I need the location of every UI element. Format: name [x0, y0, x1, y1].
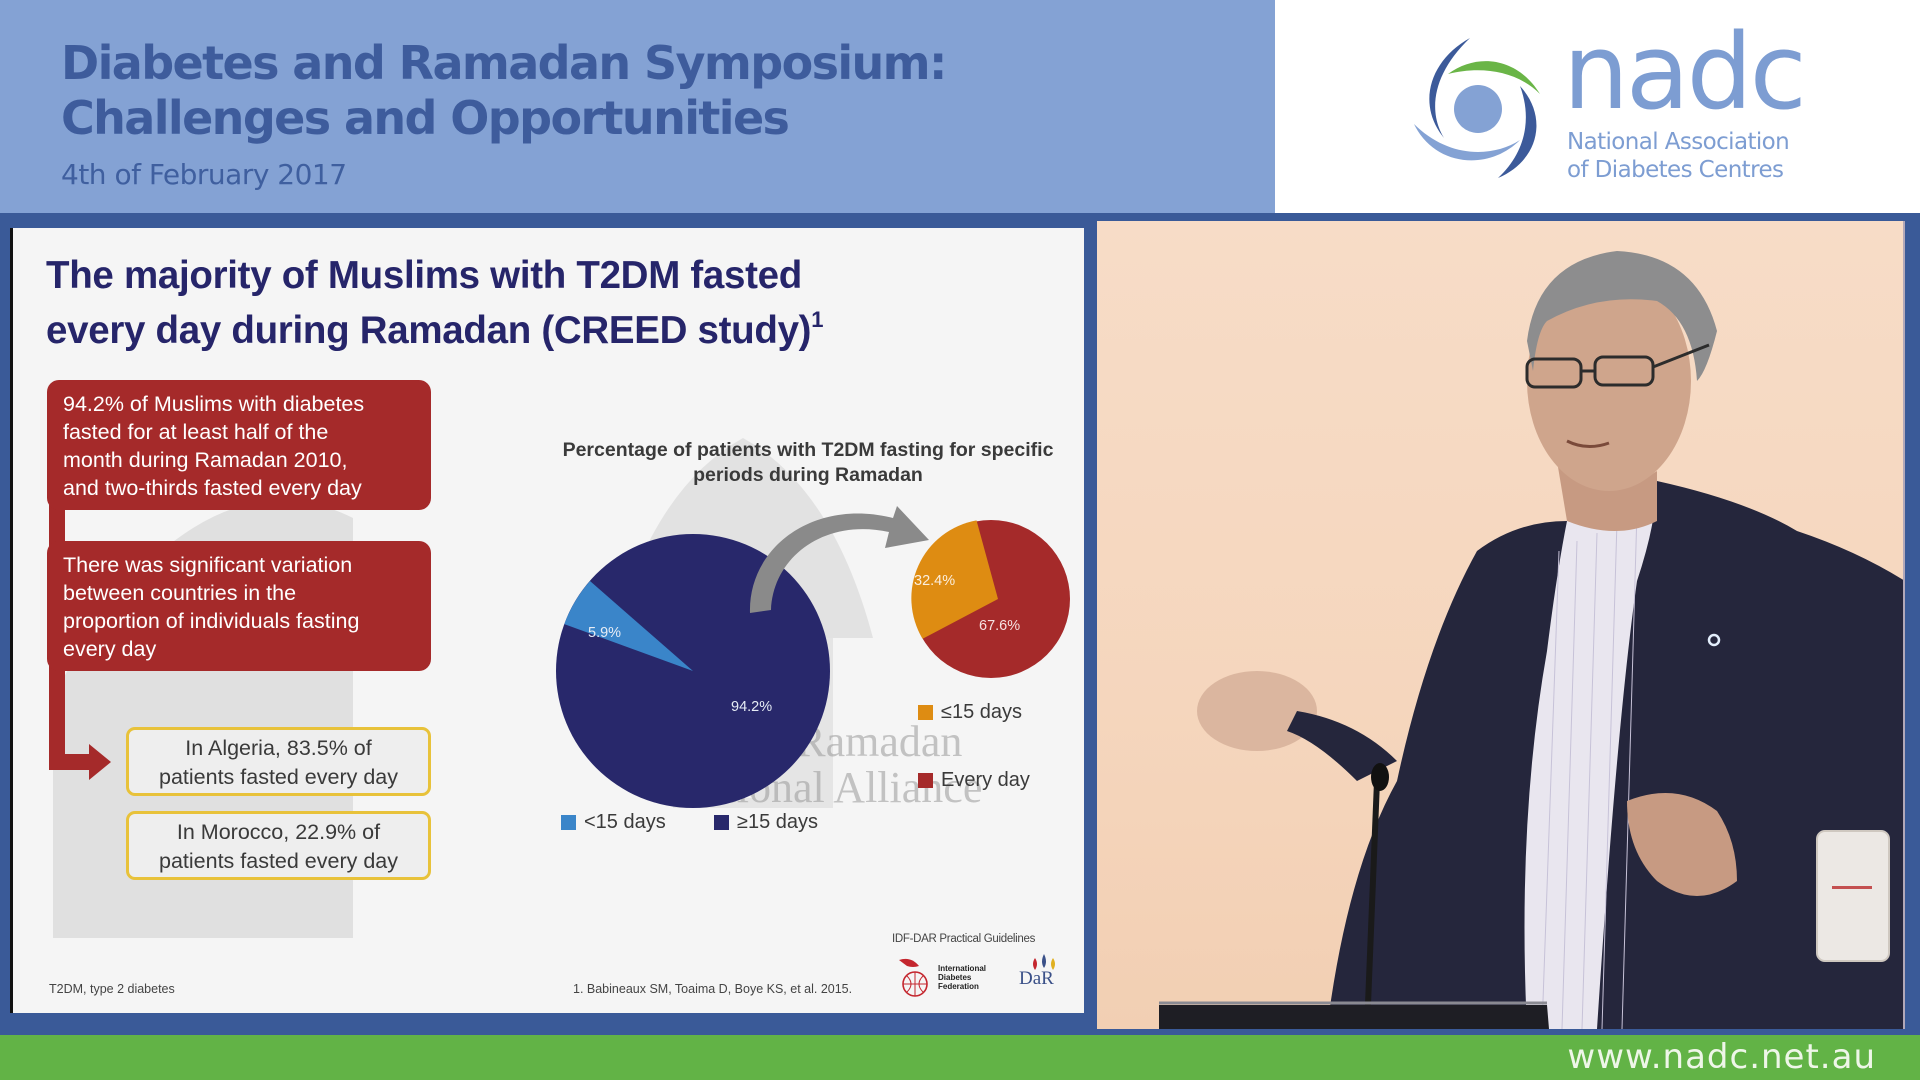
legend-swatch [561, 815, 576, 830]
legend-label: <15 days [584, 811, 666, 833]
slide-title-line2: every day during Ramadan (CREED study)1 [46, 298, 823, 353]
footer-band [0, 1035, 1920, 1080]
idf-logo-text: International Diabetes Federation [938, 964, 986, 991]
slide-footnote: T2DM, type 2 diabetes [49, 982, 175, 996]
legend-under-15-days: <15 days [561, 811, 666, 834]
country-box-line: In Morocco, 22.9% of [176, 820, 381, 844]
legend-swatch [918, 705, 933, 720]
presentation-slide: & Ramadan ational Alliance The majority … [10, 228, 1084, 1013]
legend-15-or-less-days: ≤15 days [918, 701, 1022, 724]
idf-text-line: International [938, 964, 987, 973]
callout-line: between countries in the [63, 581, 297, 605]
speaker-figure-icon [1159, 251, 1903, 1029]
country-box-algeria: In Algeria, 83.5% of patients fasted eve… [126, 727, 431, 796]
country-box-line: patients fasted every day [158, 765, 399, 789]
logo-subtitle-line2: of Diabetes Centres [1567, 157, 1784, 183]
event-title-line2: Challenges and Opportunities [61, 91, 790, 145]
country-box-line: patients fasted every day [158, 849, 399, 873]
logo-subtitle-line1: National Association [1567, 129, 1790, 155]
idf-logo-icon [899, 958, 928, 997]
callout-line: 94.2% of Muslims with diabetes [63, 392, 365, 416]
legend-label: ≥15 days [737, 811, 819, 833]
pie-slice-15-or-less-days [911, 520, 998, 639]
website-url-link[interactable]: www.nadc.net.au [1567, 1037, 1876, 1077]
callout-box-fasting-summary: 94.2% of Muslims with diabetes fasted fo… [47, 380, 431, 510]
nadc-swirl-logo-icon [1414, 38, 1540, 178]
idf-text-line: Federation [938, 982, 979, 991]
flow-arrow-icon [89, 744, 111, 780]
slide-title: The majority of Muslims with T2DM fasted… [46, 254, 823, 353]
event-date: 4th of February 2017 [61, 158, 347, 191]
slide-title-line2-text: every day during Ramadan (CREED study) [46, 309, 812, 352]
logo-subtitle: National Association of Diabetes Centres [1567, 128, 1790, 184]
logo-panel [1275, 0, 1920, 213]
speaker-video-feed [1097, 221, 1905, 1029]
country-box-morocco: In Morocco, 22.9% of patients fasted eve… [126, 811, 431, 880]
callout-line: There was significant variation [63, 553, 353, 577]
pie-main [556, 534, 830, 808]
slide-title-line1: The majority of Muslims with T2DM fasted [46, 254, 802, 297]
callout-line: month during Ramadan 2010, [63, 448, 348, 472]
callout-line: fasted for at least half of the [63, 420, 329, 444]
flow-connector-horizontal [49, 754, 91, 770]
pie-label-94-2: 94.2% [731, 699, 772, 715]
pie-slice-under-15-days [564, 581, 693, 671]
event-title: Diabetes and Ramadan Symposium: Challeng… [61, 36, 947, 146]
legend-label: ≤15 days [941, 701, 1023, 723]
header-band [0, 0, 1275, 213]
dar-logo-drops-icon [1033, 954, 1055, 970]
callout-line: and two-thirds fasted every day [63, 476, 362, 500]
pie-label-67-6: 67.6% [979, 618, 1020, 634]
logo-wordmark: nadc [1563, 11, 1807, 133]
curved-arrow-icon [749, 506, 929, 613]
slide-reference: 1. Babineaux SM, Toaima D, Boye KS, et a… [573, 982, 853, 996]
event-title-line1: Diabetes and Ramadan Symposium: [61, 36, 947, 90]
legend-swatch [918, 773, 933, 788]
legend-swatch [714, 815, 729, 830]
callout-line: every day [63, 637, 157, 661]
legend-label: Every day [941, 769, 1030, 791]
callout-box-country-variation: There was significant variation between … [47, 541, 431, 671]
pie-label-32-4: 32.4% [914, 573, 955, 589]
title-footnote-marker: 1 [811, 307, 824, 332]
legend-every-day: Every day [918, 769, 1030, 792]
pie-label-5-9: 5.9% [588, 625, 621, 641]
legend-15plus-days: ≥15 days [714, 811, 818, 834]
pie-breakdown [911, 520, 1070, 678]
chart-title: Percentage of patients with T2DM fasting… [553, 438, 1063, 488]
callout-line: proportion of individuals fasting [63, 609, 360, 633]
chart-title-text: Percentage of patients with T2DM fasting… [562, 439, 1054, 486]
country-box-line: In Algeria, 83.5% of [185, 736, 372, 760]
dar-logo-text: DaR [1019, 968, 1054, 989]
guidelines-label: IDF-DAR Practical Guidelines [892, 933, 1036, 945]
idf-text-line: Diabetes [938, 973, 972, 982]
pie-charts: 5.9% 94.2% 32.4% 67.6% [556, 506, 1070, 808]
